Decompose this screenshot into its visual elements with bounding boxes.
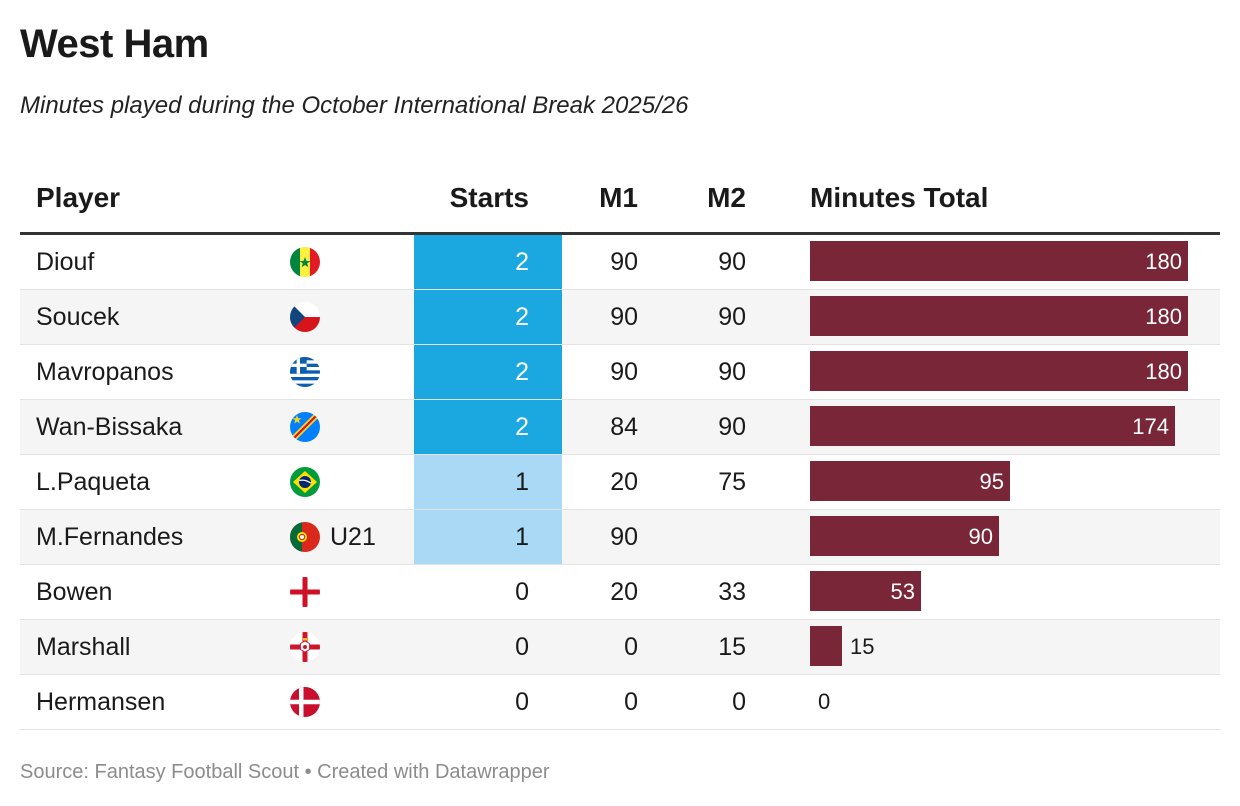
m1-cell: 90 <box>610 358 638 386</box>
table-row: Hermansen 0 0 0 0 <box>20 675 1220 730</box>
minutes-total-label: 180 <box>1145 304 1182 329</box>
england-flag-icon <box>290 577 320 607</box>
player-name: Soucek <box>36 303 120 331</box>
minutes-total-label: 90 <box>968 524 993 549</box>
player-name: Diouf <box>36 248 95 276</box>
czech-flag-icon <box>290 302 320 332</box>
chart-subtitle: Minutes played during the October Intern… <box>20 92 689 119</box>
starts-cell: 2 <box>414 345 562 399</box>
minutes-total-label: 95 <box>979 469 1004 494</box>
table-row: Diouf 2 90 90 180 <box>20 235 1220 290</box>
minutes-bar <box>810 241 1188 281</box>
brazil-flag-icon <box>290 467 320 497</box>
minutes-total-label: 180 <box>1145 359 1182 384</box>
player-name: M.Fernandes <box>36 523 184 551</box>
minutes-bar <box>810 626 842 666</box>
m1-cell: 0 <box>624 688 638 716</box>
table-row: Soucek 2 90 90 180 <box>20 290 1220 345</box>
player-name: L.Paqueta <box>36 468 150 496</box>
table-header: Player Starts M1 M2 Minutes Total <box>20 170 1220 235</box>
m1-cell: 20 <box>610 578 638 606</box>
player-name: Wan-Bissaka <box>36 413 183 441</box>
minutes-table: Player Starts M1 M2 Minutes Total Diouf 2… <box>20 170 1220 730</box>
table-row: Mavropanos 2 90 90 180 <box>20 345 1220 400</box>
m2-cell: 90 <box>718 248 746 276</box>
header-minutes-total: Minutes Total <box>810 182 989 213</box>
player-name: Bowen <box>36 578 113 606</box>
table-row: Wan-Bissaka 2 84 90 174 <box>20 400 1220 455</box>
m2-cell: 33 <box>718 578 746 606</box>
m2-cell: 90 <box>718 358 746 386</box>
starts-cell: 2 <box>414 400 562 454</box>
starts-cell: 1 <box>414 455 562 509</box>
m2-cell <box>638 510 746 564</box>
minutes-total-label: 53 <box>890 579 915 604</box>
header-m1: M1 <box>599 182 638 213</box>
minutes-bar <box>810 406 1175 446</box>
portugal-flag-icon <box>290 522 320 552</box>
m1-cell: 90 <box>610 303 638 331</box>
table-row: M.Fernandes U21 1 90 90 <box>20 510 1220 565</box>
m1-cell: 90 <box>610 248 638 276</box>
table-row: L.Paqueta 1 20 75 95 <box>20 455 1220 510</box>
m2-cell: 0 <box>732 688 746 716</box>
minutes-bar <box>810 296 1188 336</box>
player-name: Marshall <box>36 633 131 661</box>
greece-flag-icon <box>290 357 320 387</box>
m1-cell: 20 <box>610 468 638 496</box>
m2-cell: 15 <box>718 633 746 661</box>
header-starts: Starts <box>449 182 529 213</box>
starts-cell: 2 <box>414 290 562 344</box>
starts-cell: 1 <box>414 510 562 564</box>
minutes-total-label: 15 <box>850 634 875 659</box>
senegal-flag-icon <box>290 247 320 277</box>
m1-cell: 90 <box>610 523 638 551</box>
minutes-bar <box>810 351 1188 391</box>
minutes-total-label: 0 <box>818 689 831 714</box>
m2-cell: 75 <box>718 468 746 496</box>
minutes-bar <box>810 516 999 556</box>
dr-congo-flag-icon <box>290 412 320 442</box>
table-row: Bowen 0 20 33 53 <box>20 565 1220 620</box>
header-m2: M2 <box>707 182 746 213</box>
northern-ireland-flag-icon <box>290 632 320 662</box>
chart-title: West Ham <box>20 22 209 66</box>
player-name: Hermansen <box>36 688 166 716</box>
table-body: Diouf 2 90 90 180 Soucek 2 90 90 180 Mavropanos 2 90… <box>20 235 1220 730</box>
m2-cell: 90 <box>718 303 746 331</box>
starts-cell: 0 <box>515 633 529 661</box>
starts-cell: 2 <box>414 235 562 289</box>
player-name: Mavropanos <box>36 358 174 386</box>
starts-cell: 0 <box>515 578 529 606</box>
m1-cell: 0 <box>624 633 638 661</box>
minutes-total-label: 174 <box>1132 414 1169 439</box>
minutes-bar <box>810 571 921 611</box>
m1-cell: 84 <box>610 413 638 441</box>
denmark-flag-icon <box>290 687 320 717</box>
minutes-bar <box>810 461 1010 501</box>
starts-cell: 0 <box>515 688 529 716</box>
minutes-total-label: 180 <box>1145 249 1182 274</box>
header-player: Player <box>36 182 121 213</box>
m2-cell: 90 <box>718 413 746 441</box>
table-row: Marshall 0 0 15 15 <box>20 620 1220 675</box>
player-note: U21 <box>330 523 376 551</box>
source-note: Source: Fantasy Football Scout • Created… <box>20 761 550 783</box>
